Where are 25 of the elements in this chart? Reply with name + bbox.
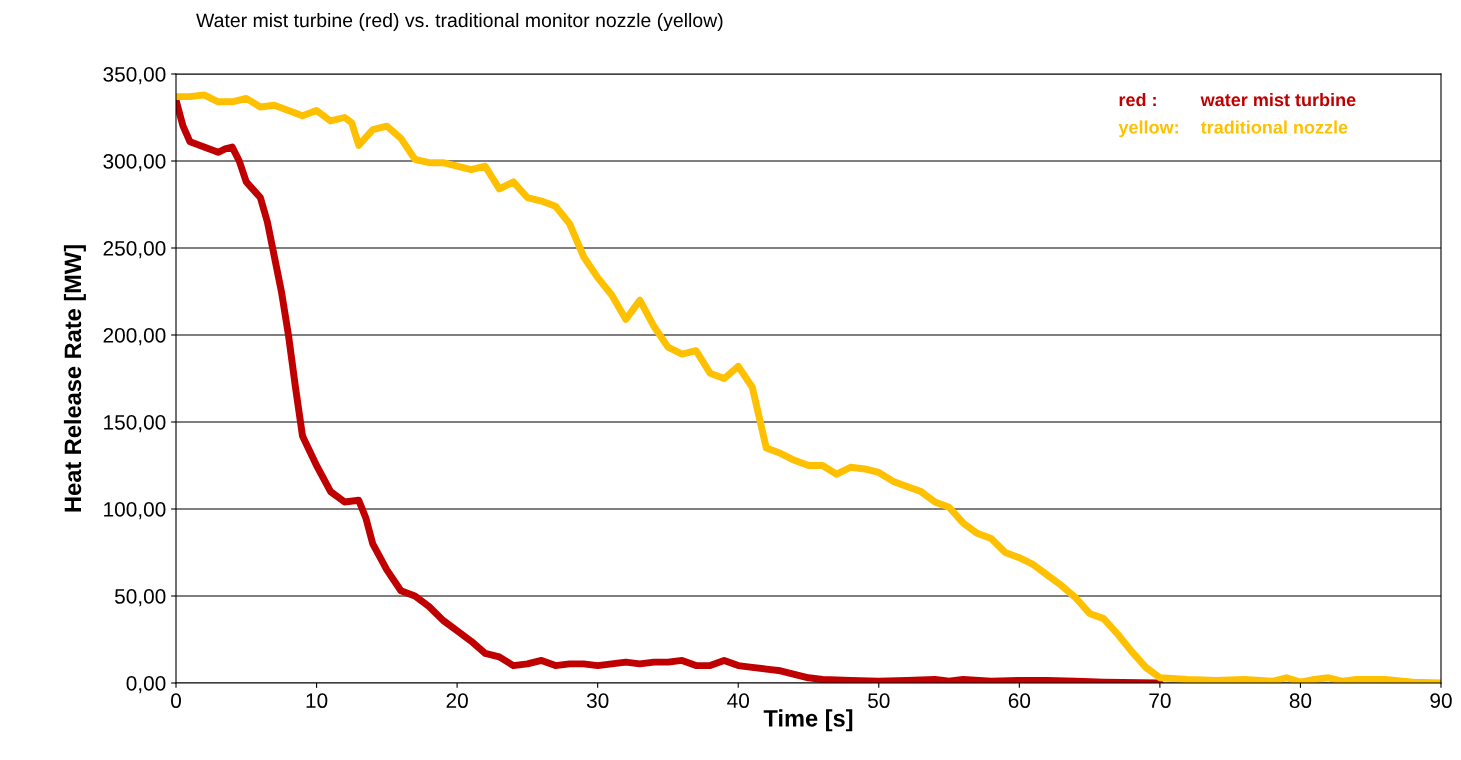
y-tick-label: 250,00 — [103, 241, 166, 259]
y-tick-label: 300,00 — [103, 154, 166, 172]
x-tick-label: 0 — [171, 693, 181, 709]
x-tick-label: 10 — [306, 693, 328, 709]
y-tick-label: 50,00 — [114, 589, 166, 607]
y-tick-label: 200,00 — [103, 328, 166, 346]
x-tick-label: 50 — [868, 693, 890, 709]
x-tick-label: 70 — [1149, 693, 1171, 709]
text: traditional nozzle — [1200, 120, 1348, 134]
text: water mist turbine — [1200, 92, 1356, 107]
y-axis-title: Heat Release Rate [MW] — [63, 245, 86, 512]
x-axis-title: Time [s] — [763, 709, 853, 732]
y-tick-label: 100,00 — [104, 502, 166, 520]
chart-title: Water mist turbine (red) vs. traditional monitor nozzle (yellow) — [196, 12, 723, 32]
x-tick-label: 60 — [1008, 693, 1031, 709]
x-tick-label: 20 — [446, 693, 468, 709]
annotation: red : — [1119, 92, 1156, 107]
y-tick-label: 350,00 — [103, 67, 166, 85]
x-tick-label: 40 — [727, 693, 749, 709]
y-tick-label: 0,00 — [126, 676, 166, 694]
x-tick-label: 90 — [1430, 693, 1452, 709]
annotation: yellow: — [1118, 120, 1178, 138]
x-tick-label: 80 — [1289, 693, 1312, 709]
x-tick-label: 30 — [586, 693, 609, 709]
y-tick-label: 150,00 — [104, 415, 166, 433]
